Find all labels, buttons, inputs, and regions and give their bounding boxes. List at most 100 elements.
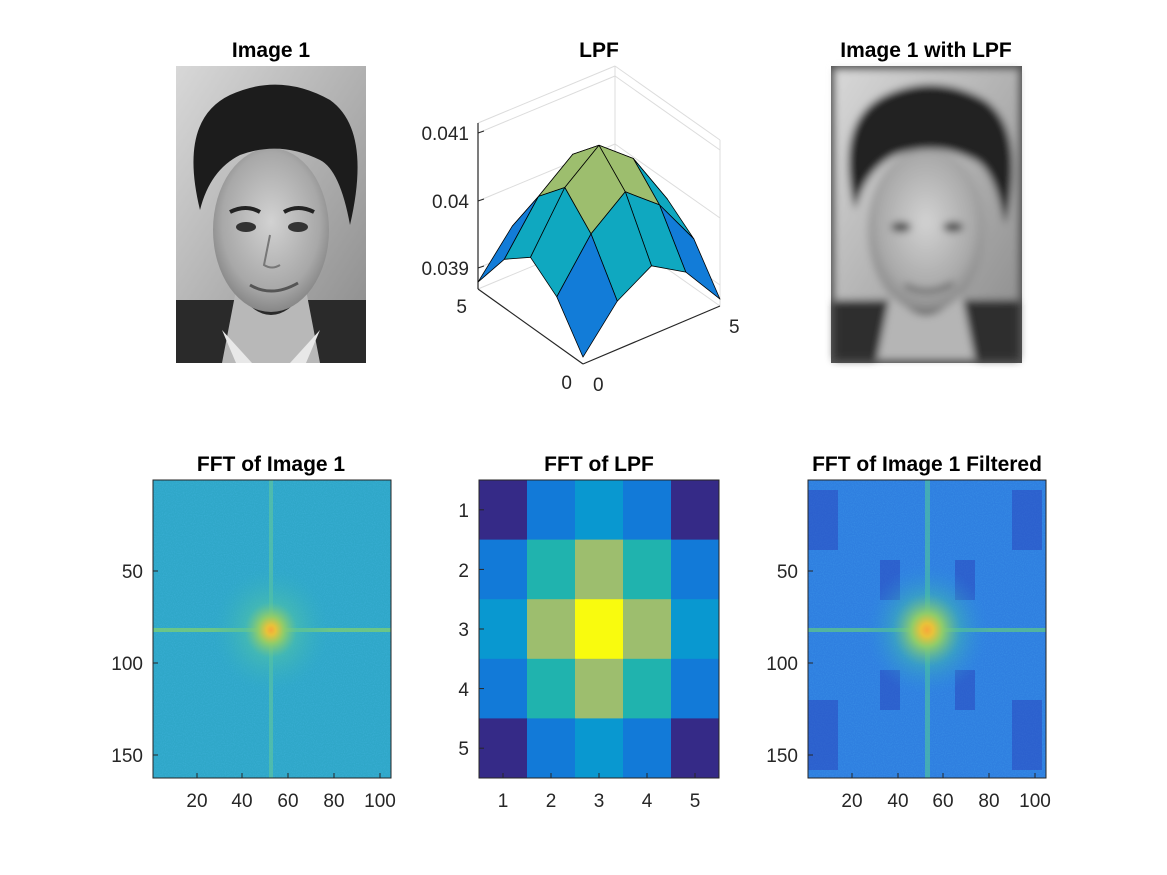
y-tick-label: 5 (458, 739, 469, 760)
axes-box (807, 479, 1047, 779)
y-tick-label: 5 (456, 297, 467, 318)
photo-face (868, 148, 984, 312)
heatmap-cell (623, 599, 672, 660)
panel-title: Image 1 with LPF (840, 39, 1012, 62)
dark-block (1012, 490, 1042, 550)
heatmap-cell (479, 599, 528, 660)
filtered-spectrum-image (808, 480, 1046, 778)
x-tick-label: 5 (690, 791, 701, 812)
portrait-photo (176, 66, 366, 363)
heatmap-cell (575, 658, 624, 719)
photo-hair (848, 84, 1013, 226)
heatmap-cell (479, 480, 528, 541)
photo-mouth (249, 281, 299, 293)
panel-image1-lpf: Image 1 with LPF (831, 39, 1022, 363)
y-tick-label: 3 (458, 620, 469, 641)
heatmap-cell (671, 599, 720, 660)
fft-spectrum-image (153, 480, 391, 778)
box-top-right-edge (614, 65, 721, 141)
photo-left-brow (229, 206, 261, 214)
heatmap-cell (527, 658, 576, 719)
heatmap-cell (527, 480, 576, 541)
heatmap-cell (479, 539, 528, 600)
heatmap-cells (479, 480, 720, 779)
x-tick-label: 0 (593, 375, 604, 396)
y-tick-label: 50 (777, 562, 798, 583)
photo-right-eye (288, 222, 308, 232)
x-tick-label: 2 (546, 791, 557, 812)
z-tick-0-041 (477, 130, 485, 134)
heatmap-cell (575, 718, 624, 779)
gridline-z-0-040-right (614, 143, 721, 219)
y-tick-label: 0 (561, 373, 572, 394)
heatmap-cell (479, 658, 528, 719)
x-axis-line (582, 305, 721, 365)
heatmap-cell (527, 599, 576, 660)
panel-fft-image1: FFT of Image 1 20 40 60 80 100 50 100 15… (111, 453, 396, 812)
dark-block (808, 700, 838, 770)
x-tick-label: 80 (978, 791, 999, 812)
heatmap-cell (671, 718, 720, 779)
x-tick-label: 80 (323, 791, 344, 812)
photo-right-eye (943, 222, 963, 232)
y-tick-label: 2 (458, 561, 469, 582)
x-tick-label: 3 (594, 791, 605, 812)
spectrum-center-glow (213, 568, 329, 692)
x-tick-label: 40 (231, 791, 252, 812)
blurred-portrait-photo (834, 69, 1019, 360)
panel-title: LPF (579, 39, 619, 62)
heatmap-cell (527, 539, 576, 600)
z-tick-0-040 (477, 198, 485, 202)
y-tick-label: 150 (111, 746, 143, 767)
y-tick-label: 100 (111, 654, 143, 675)
panel-fft-lpf: FFT of LPF 1 2 3 4 5 1 2 3 4 5 (458, 453, 720, 812)
box-top-left-edge (477, 65, 616, 124)
x-tick-label: 20 (841, 791, 862, 812)
photo-mouth (903, 281, 954, 293)
surface-ticks (477, 130, 485, 269)
x-tick-label: 5 (729, 317, 740, 338)
gridline-z-0-041-right (614, 75, 721, 151)
heatmap-cell (479, 718, 528, 779)
panel-image1: Image 1 (176, 39, 366, 363)
y-tick-label: 4 (458, 680, 469, 701)
dark-block (808, 490, 838, 550)
photo-left-eye (891, 222, 911, 232)
x-tick-label: 100 (364, 791, 396, 812)
surface-face (556, 233, 618, 358)
z-tick-0-039 (477, 265, 485, 269)
x-tick-label: 40 (887, 791, 908, 812)
photo-right-brow (283, 206, 315, 214)
surface-axes (477, 123, 721, 365)
heatmap-cell (623, 658, 672, 719)
heatmap-cell (671, 658, 720, 719)
z-tick-label: 0.039 (421, 259, 469, 280)
y-tick-label: 1 (458, 501, 469, 522)
heatmap-cell (623, 480, 672, 541)
photo-hair (193, 84, 358, 226)
heatmap-cell (575, 599, 624, 660)
x-tick-label: 4 (642, 791, 653, 812)
z-tick-label: 0.041 (421, 124, 469, 145)
axes-box (152, 479, 392, 779)
panel-title: FFT of Image 1 (197, 453, 346, 476)
y-axis-line (477, 288, 584, 365)
panel-title: FFT of Image 1 Filtered (812, 453, 1042, 476)
heatmap-cell (671, 480, 720, 541)
x-tick-label: 60 (277, 791, 298, 812)
panel-fft-image1-filtered: FFT of Image 1 Filtered (766, 453, 1051, 812)
surface-faces (477, 144, 721, 358)
photo-nose (262, 234, 281, 269)
photo-face (213, 148, 329, 312)
spectrum-center-glow (865, 564, 989, 696)
photo-left-eye (236, 222, 256, 232)
panel-lpf: LPF 0.041 0.04 0.039 (421, 39, 739, 396)
axis-ticks (479, 509, 696, 778)
heatmap-cell (527, 718, 576, 779)
dark-block (1012, 700, 1042, 770)
axis-ticks (808, 570, 1036, 778)
heatmap-cell (575, 480, 624, 541)
x-tick-label: 100 (1019, 791, 1051, 812)
axis-ticks (153, 570, 381, 778)
